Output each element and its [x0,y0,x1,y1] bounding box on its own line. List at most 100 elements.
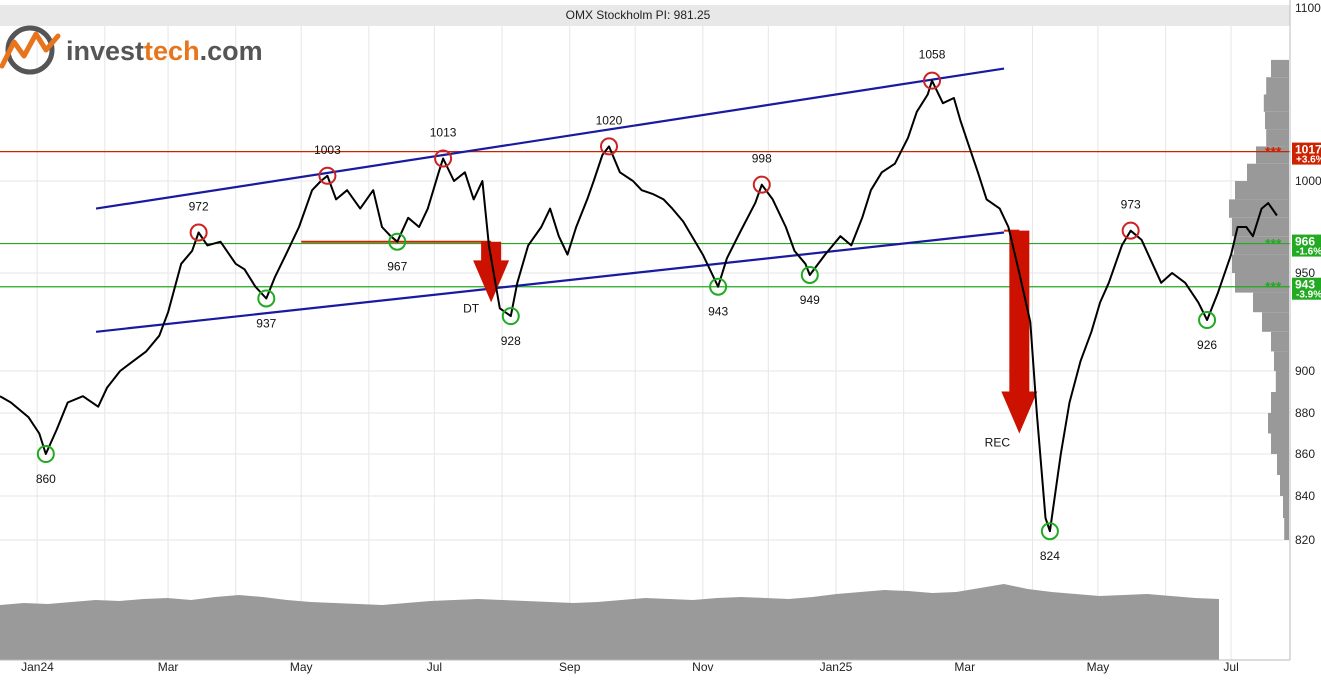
top-marker [318,166,337,185]
price-series [0,79,1278,533]
top-marker [1121,221,1140,240]
bottom-marker [800,265,819,284]
chart-header-bar [0,5,1290,26]
top-marker [752,175,771,194]
level-tag-box [1292,234,1321,257]
bottom-label: 926 [1197,338,1217,352]
histogram-bar [1268,413,1289,434]
histogram-bar [1263,94,1289,112]
top-marker [434,149,453,168]
bottom-marker [257,289,276,308]
level-tags: *** 1017+3.6% *** 966-1.6% *** 943-3.9% [1265,142,1321,301]
logo-part-tech: tech [144,36,200,66]
top-label: 1013 [430,126,457,140]
histogram-bar [1277,454,1289,475]
histogram-bar [1256,146,1289,164]
bottom-label: 937 [256,316,276,330]
histogram-bar [1266,129,1289,147]
trend-channel-lower [95,231,1005,333]
top-marker [189,223,208,242]
histogram-bar [1280,475,1289,496]
level-tag-change: -1.6% [1296,247,1321,258]
logo: investtech.com [0,25,263,75]
price-volume-histogram [1229,59,1289,540]
x-tick-label: May [290,660,313,674]
x-tick-label: Sep [559,660,581,674]
formation-label-dt: DT [463,301,480,315]
bottom-label: 860 [36,472,56,486]
bottom-marker [36,445,55,463]
y-tick-label: 1100 [1295,1,1321,15]
top-label: 1003 [314,143,341,157]
x-tick-label: Nov [692,660,713,674]
y-tick-label: 900 [1295,364,1315,378]
y-tick-label: 840 [1295,489,1315,503]
histogram-bar [1262,312,1289,332]
histogram-bar [1284,518,1289,540]
bottom-marker [1198,311,1217,330]
logo-text: investtech.com [66,36,263,66]
logo-part-invest: invest [66,36,144,66]
level-tag-value: 1017 [1295,143,1321,157]
top-label: 998 [752,152,772,166]
bottom-marker [388,232,407,251]
histogram-bar [1247,163,1289,181]
histogram-bar [1235,273,1289,293]
volume-area [0,584,1219,660]
y-tick-label: 950 [1295,266,1315,280]
histogram-bar [1271,433,1289,454]
histogram-bar [1229,199,1289,218]
histogram-bar [1233,236,1289,255]
x-tick-label: May [1087,660,1110,674]
extreme-markers: 972 1003 1013 1020 998 1058 973 860 937 967 928 943… [36,48,1218,564]
chart-title: OMX Stockholm PI: 981.25 [566,8,711,22]
x-tick-label: Jan24 [21,660,54,674]
investtech-logo-icon [0,25,61,75]
top-label: 972 [189,200,209,214]
top-label: 1058 [919,48,946,62]
bottom-label: 949 [800,293,820,307]
top-label: 1020 [596,113,623,127]
histogram-bar [1274,351,1289,371]
x-tick-label: Jul [1223,660,1238,674]
x-tick-label: Jul [427,660,442,674]
formation-arrow-dt [473,241,510,303]
y-tick-label: 820 [1295,533,1315,547]
bottom-label: 967 [387,260,407,274]
y-tick-label: 860 [1295,447,1315,461]
top-label: 973 [1121,198,1141,212]
top-marker [599,137,618,156]
price-line [0,79,1278,533]
histogram-bar [1265,111,1289,130]
volume-area-shape [0,584,1219,660]
histogram-bar [1253,292,1289,313]
trend-channel-upper [95,67,1005,210]
bottom-label: 943 [708,305,728,319]
level-tag-value: 966 [1295,235,1315,249]
x-tick-label: Mar [158,660,179,674]
histogram-bar [1232,254,1289,273]
level-stars: *** [1265,279,1282,295]
level-tag-change: -3.9% [1296,290,1321,301]
histogram-bar [1275,371,1289,392]
bottom-label: 928 [501,334,521,348]
histogram-bar [1283,496,1289,518]
level-tag-box [1292,142,1321,165]
bottom-marker [709,277,728,296]
histogram-bar [1266,77,1289,95]
bottom-marker [1040,522,1059,541]
bottom-marker [501,307,520,326]
formations: DT REC [301,229,1038,450]
level-tag-value: 943 [1295,278,1315,292]
y-tick-label: 880 [1295,406,1315,420]
level-tag-change: +3.6% [1296,155,1321,166]
x-tick-label: Mar [954,660,975,674]
bottom-label: 824 [1040,549,1060,563]
level-stars: *** [1265,236,1282,252]
grid-lines [0,7,1290,660]
formation-label-rec: REC [985,436,1011,450]
formation-arrow-rec [1001,230,1038,434]
